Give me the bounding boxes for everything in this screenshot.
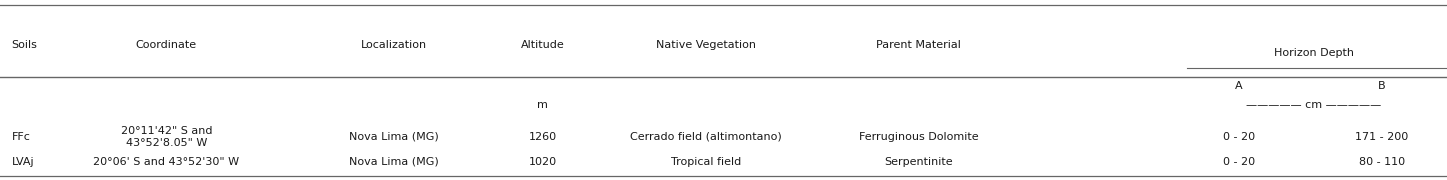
Text: 171 - 200: 171 - 200 xyxy=(1356,132,1408,142)
Text: Parent Material: Parent Material xyxy=(877,40,961,50)
Text: 0 - 20: 0 - 20 xyxy=(1223,132,1255,142)
Text: 1260: 1260 xyxy=(528,132,557,142)
Text: 80 - 110: 80 - 110 xyxy=(1359,157,1405,167)
Text: 20°06' S and 43°52'30" W: 20°06' S and 43°52'30" W xyxy=(94,157,239,167)
Text: LVAj: LVAj xyxy=(12,157,35,167)
Text: Cerrado field (altimontano): Cerrado field (altimontano) xyxy=(631,132,781,142)
Text: Coordinate: Coordinate xyxy=(136,40,197,50)
Text: Nova Lima (MG): Nova Lima (MG) xyxy=(349,157,438,167)
Text: ————— cm —————: ————— cm ————— xyxy=(1246,100,1382,110)
Text: B: B xyxy=(1378,81,1386,91)
Text: 0 - 20: 0 - 20 xyxy=(1223,157,1255,167)
Text: Nova Lima (MG): Nova Lima (MG) xyxy=(349,132,438,142)
Text: Altitude: Altitude xyxy=(521,40,564,50)
Text: FFc: FFc xyxy=(12,132,30,142)
Text: Localization: Localization xyxy=(360,40,427,50)
Text: Soils: Soils xyxy=(12,40,38,50)
Text: Ferruginous Dolomite: Ferruginous Dolomite xyxy=(860,132,978,142)
Text: 1020: 1020 xyxy=(528,157,557,167)
Text: Serpentinite: Serpentinite xyxy=(884,157,954,167)
Text: A: A xyxy=(1234,81,1243,91)
Text: 20°11'42" S and
43°52'8.05" W: 20°11'42" S and 43°52'8.05" W xyxy=(120,126,213,148)
Text: m: m xyxy=(537,100,548,110)
Text: Horizon Depth: Horizon Depth xyxy=(1273,48,1354,58)
Text: Native Vegetation: Native Vegetation xyxy=(655,40,757,50)
Text: Tropical field: Tropical field xyxy=(671,157,741,167)
